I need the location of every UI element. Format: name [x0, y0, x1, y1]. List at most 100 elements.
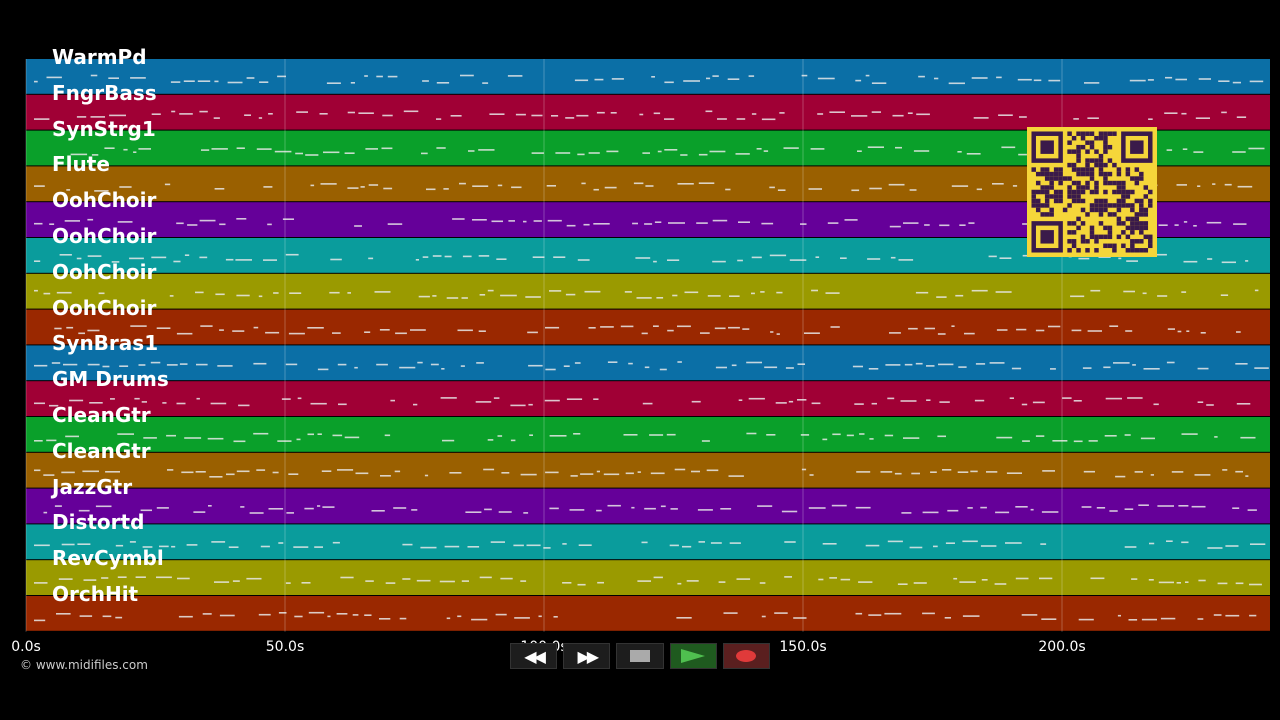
qr-module: [1044, 185, 1050, 190]
transport-controls: ◀◀ ▶▶: [510, 643, 771, 669]
play-button[interactable]: [669, 643, 717, 669]
note-streaks: [34, 397, 1251, 407]
qr-module: [1103, 171, 1108, 177]
qr-module: [1098, 171, 1104, 177]
qr-module: [1089, 171, 1095, 177]
track-lane[interactable]: [26, 452, 1270, 488]
track-label: CleanGtr: [52, 403, 151, 427]
qr-finder: [1130, 140, 1144, 154]
qr-module: [1031, 167, 1036, 172]
track-lane[interactable]: [26, 273, 1270, 309]
qr-module: [1139, 225, 1144, 231]
track-lane[interactable]: [26, 94, 1270, 130]
track-lane[interactable]: [26, 560, 1270, 595]
qr-module: [1089, 158, 1095, 163]
stop-button[interactable]: [616, 643, 664, 669]
qr-module: [1134, 176, 1140, 181]
qr-module: [1067, 239, 1072, 244]
qr-module: [1130, 248, 1135, 253]
qr-module: [1067, 176, 1072, 181]
qr-module: [1116, 198, 1122, 204]
qr-module: [1049, 171, 1054, 177]
qr-module: [1062, 176, 1068, 181]
qr-module: [1071, 189, 1077, 195]
track-label: OrchHit: [52, 582, 139, 606]
track-label: JazzGtr: [52, 474, 133, 499]
qr-module: [1058, 194, 1063, 199]
note-streaks: [34, 611, 1257, 622]
qr-module: [1071, 194, 1077, 199]
track-lane[interactable]: [26, 381, 1270, 416]
qr-module: [1125, 248, 1131, 253]
qr-module: [1121, 243, 1126, 249]
qr-module: [1076, 248, 1081, 253]
stop-icon: [630, 650, 650, 662]
qr-module: [1085, 212, 1090, 217]
qr-module: [1067, 162, 1072, 168]
qr-module: [1112, 180, 1117, 186]
qr-module: [1130, 176, 1135, 181]
qr-module: [1089, 131, 1095, 136]
qr-module: [1080, 185, 1086, 190]
qr-module: [1125, 203, 1131, 208]
track-lane[interactable]: [26, 417, 1270, 452]
track-label: SynStrg1: [52, 116, 156, 141]
qr-module: [1130, 207, 1135, 213]
track-lane[interactable]: [26, 309, 1270, 345]
qr-module: [1040, 189, 1045, 195]
qr-module: [1049, 180, 1054, 186]
qr-module: [1107, 203, 1113, 208]
qr-module: [1035, 207, 1041, 213]
qr-module: [1130, 239, 1135, 244]
qr-module: [1134, 248, 1140, 253]
qr-module: [1116, 221, 1122, 226]
qr-module: [1121, 189, 1126, 195]
qr-module: [1130, 243, 1135, 249]
qr-module: [1148, 203, 1153, 208]
track-lane[interactable]: [26, 488, 1270, 524]
qr-module: [1148, 234, 1153, 240]
qr-module: [1076, 167, 1081, 172]
qr-module: [1085, 239, 1090, 244]
qr-module: [1094, 198, 1099, 204]
rewind-button[interactable]: ◀◀: [510, 643, 558, 669]
track-lane[interactable]: [26, 596, 1270, 631]
qr-module: [1053, 189, 1059, 195]
track-label: OohChoir: [52, 188, 157, 213]
track-lane[interactable]: [26, 524, 1270, 560]
qr-module: [1058, 171, 1063, 177]
qr-module: [1044, 189, 1050, 195]
track-label: Distortd: [52, 510, 145, 535]
qr-module: [1107, 131, 1113, 136]
track-label: WarmPd: [52, 45, 147, 69]
qr-module: [1107, 180, 1113, 186]
qr-module: [1134, 216, 1140, 222]
track-lane[interactable]: [26, 59, 1270, 94]
qr-module: [1040, 167, 1045, 172]
qr-module: [1076, 153, 1081, 159]
qr-module: [1094, 189, 1099, 195]
qr-module: [1089, 230, 1095, 235]
qr-module: [1076, 158, 1081, 163]
track-label: GM Drums: [52, 367, 169, 392]
qr-module: [1089, 176, 1095, 181]
qr-module: [1103, 135, 1108, 141]
qr-module: [1053, 167, 1059, 172]
note-streaks: [34, 432, 1256, 443]
qr-module: [1053, 176, 1059, 181]
qr-module: [1148, 239, 1153, 244]
qr-module: [1125, 171, 1131, 177]
qr-module: [1134, 167, 1140, 172]
record-button[interactable]: [722, 643, 771, 669]
qr-module: [1044, 176, 1050, 181]
qr-module: [1031, 198, 1036, 204]
qr-module: [1044, 198, 1050, 204]
track-lane[interactable]: [26, 345, 1270, 381]
fast-forward-button[interactable]: ▶▶: [563, 643, 611, 669]
qr-module: [1080, 167, 1086, 172]
qr-module: [1107, 212, 1113, 217]
qr-code[interactable]: [1027, 127, 1157, 257]
qr-module: [1049, 185, 1054, 190]
record-icon: [736, 650, 757, 662]
